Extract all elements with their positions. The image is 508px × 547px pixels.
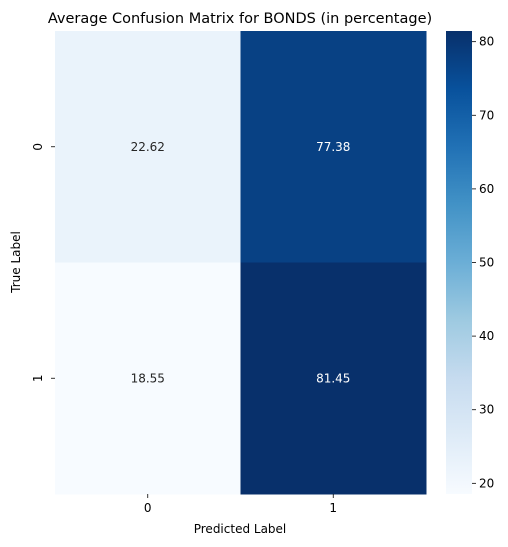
y-axis-label: True Label (9, 231, 23, 294)
x-tick-label: 0 (144, 501, 152, 515)
heatmap-cell (55, 31, 241, 263)
colorbar-tick-label: 30 (479, 403, 494, 417)
cell-value-label: 18.55 (131, 371, 165, 385)
y-axis-ticks: 01 (31, 143, 55, 382)
heatmap-cell-labels: 22.62 77.38 18.55 81.45 (131, 140, 351, 386)
heatmap-cell (240, 31, 427, 263)
cell-value-label: 77.38 (316, 140, 350, 154)
colorbar (446, 31, 472, 494)
heatmap-cells (55, 31, 427, 495)
y-tick-label: 0 (31, 143, 45, 151)
chart-title: Average Confusion Matrix for BONDS (in p… (48, 11, 432, 27)
cell-value-label: 22.62 (131, 140, 165, 154)
colorbar-tick-label: 70 (479, 108, 494, 122)
colorbar-ticks: 20 30 40 50 60 70 80 (472, 35, 494, 490)
heatmap-cell (240, 262, 427, 495)
colorbar-tick-label: 60 (479, 182, 494, 196)
heatmap-cell (55, 262, 241, 495)
cell-value-label: 81.45 (316, 371, 350, 385)
y-tick-label: 1 (31, 374, 45, 382)
x-tick-label: 1 (329, 501, 337, 515)
colorbar-tick-label: 50 (479, 256, 494, 270)
colorbar-tick-label: 40 (479, 329, 494, 343)
x-axis-label: Predicted Label (194, 522, 287, 536)
colorbar-tick-label: 80 (479, 35, 494, 49)
colorbar-tick-label: 20 (479, 476, 494, 490)
